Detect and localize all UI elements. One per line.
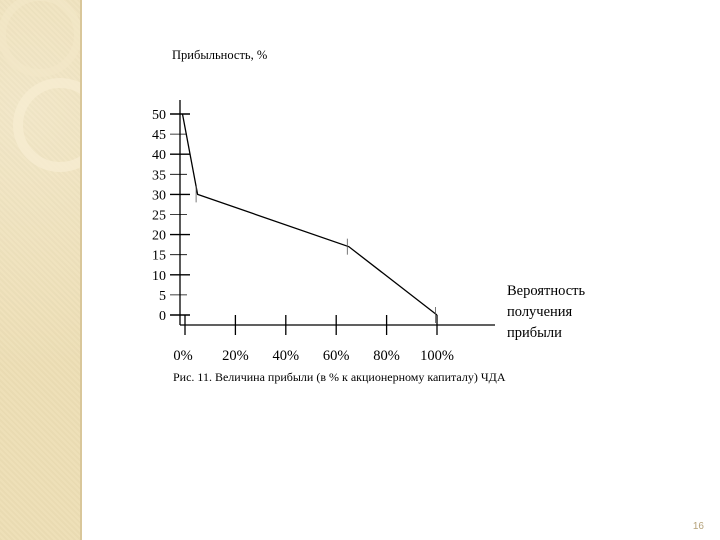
y-tick-label: 20 bbox=[152, 229, 166, 244]
y-tick-label: 40 bbox=[152, 148, 166, 163]
y-tick-label: 50 bbox=[152, 108, 166, 123]
x-axis-label: Вероятность получения прибыли bbox=[507, 283, 585, 341]
y-tick-label: 30 bbox=[152, 188, 166, 203]
figure-caption: Рис. 11. Величина прибыли (в % к акционе… bbox=[173, 370, 506, 384]
y-tick-label: 0 bbox=[159, 309, 166, 324]
page-number: 16 bbox=[692, 521, 704, 532]
x-tick-label: 20% bbox=[222, 348, 249, 364]
x-tick-label: 60% bbox=[323, 348, 350, 364]
x-axis-label-line: Вероятность bbox=[507, 283, 585, 299]
y-tick-label: 45 bbox=[152, 128, 166, 143]
y-axis-label: Прибыльность, % bbox=[172, 48, 267, 62]
x-tick-label: 40% bbox=[273, 348, 300, 364]
decorative-rings-icon bbox=[0, 0, 80, 172]
y-tick-label: 15 bbox=[152, 249, 166, 264]
y-tick-label: 5 bbox=[159, 289, 166, 304]
x-tick-label: 100% bbox=[420, 348, 454, 364]
x-axis-label-line: прибыли bbox=[507, 325, 562, 341]
y-tick-label: 35 bbox=[152, 168, 166, 183]
y-tick-label: 10 bbox=[152, 269, 166, 284]
series-line bbox=[181, 113, 438, 316]
y-tick-labels: 0 5 10 15 20 25 30 35 40 45 50 bbox=[152, 108, 166, 324]
x-tick-label: 0% bbox=[173, 348, 192, 364]
x-tick-labels: 0% 20% 40% 60% 80% 100% bbox=[173, 348, 454, 364]
x-axis-label-line: получения bbox=[507, 304, 573, 320]
y-tick-label: 25 bbox=[152, 209, 166, 224]
slide-sidebar bbox=[0, 0, 82, 540]
series-group bbox=[181, 113, 438, 323]
x-tick-label: 80% bbox=[373, 348, 400, 364]
